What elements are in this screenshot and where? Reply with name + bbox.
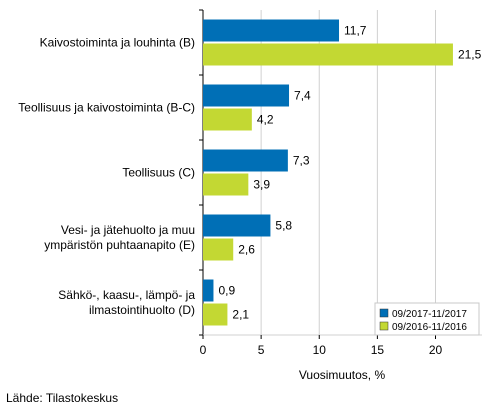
bar <box>203 238 234 261</box>
legend-label: 09/2017-11/2017 <box>392 309 467 320</box>
legend-label: 09/2016-11/2016 <box>392 322 467 333</box>
data-label: 3,9 <box>253 178 270 192</box>
bar <box>203 149 288 172</box>
data-label: 21,5 <box>458 48 482 62</box>
bar <box>203 173 249 196</box>
bar <box>203 43 453 66</box>
bar <box>203 19 340 42</box>
bar <box>203 303 228 326</box>
category-label: Teollisuus (C) <box>122 166 195 180</box>
category-label: Sähkö-, kaasu-, lämpö- ja <box>58 288 195 302</box>
source-note: Lähde: Tilastokeskus <box>6 391 119 405</box>
bar <box>203 214 271 237</box>
legend-swatch <box>379 321 389 331</box>
category-label: ympäristön puhtaanapito (E) <box>44 238 195 252</box>
data-label: 2,6 <box>238 243 255 257</box>
x-tick-label: 20 <box>429 343 443 357</box>
category-label: Vesi- ja jätehuolto ja muu <box>61 223 195 237</box>
data-label: 0,9 <box>218 284 235 298</box>
bar <box>203 84 290 107</box>
bar <box>203 279 214 302</box>
x-axis-title: Vuosimuutos, % <box>299 368 386 382</box>
legend-swatch <box>379 308 389 318</box>
data-label: 7,3 <box>293 154 310 168</box>
data-label: 7,4 <box>294 89 311 103</box>
category-label: Kaivostoiminta ja louhinta (B) <box>40 36 195 50</box>
bar <box>203 108 252 131</box>
data-label: 5,8 <box>275 219 292 233</box>
x-tick-label: 10 <box>313 343 327 357</box>
category-label: ilmastointihuolto (D) <box>89 303 195 317</box>
data-label: 2,1 <box>232 308 249 322</box>
legend-box <box>374 302 480 336</box>
x-tick-label: 15 <box>371 343 385 357</box>
data-label: 4,2 <box>257 113 274 127</box>
x-tick-label: 5 <box>258 343 265 357</box>
data-label: 11,7 <box>344 24 367 38</box>
x-tick-label: 0 <box>200 343 207 357</box>
category-label: Teollisuus ja kaivostoiminta (B-C) <box>18 101 195 115</box>
